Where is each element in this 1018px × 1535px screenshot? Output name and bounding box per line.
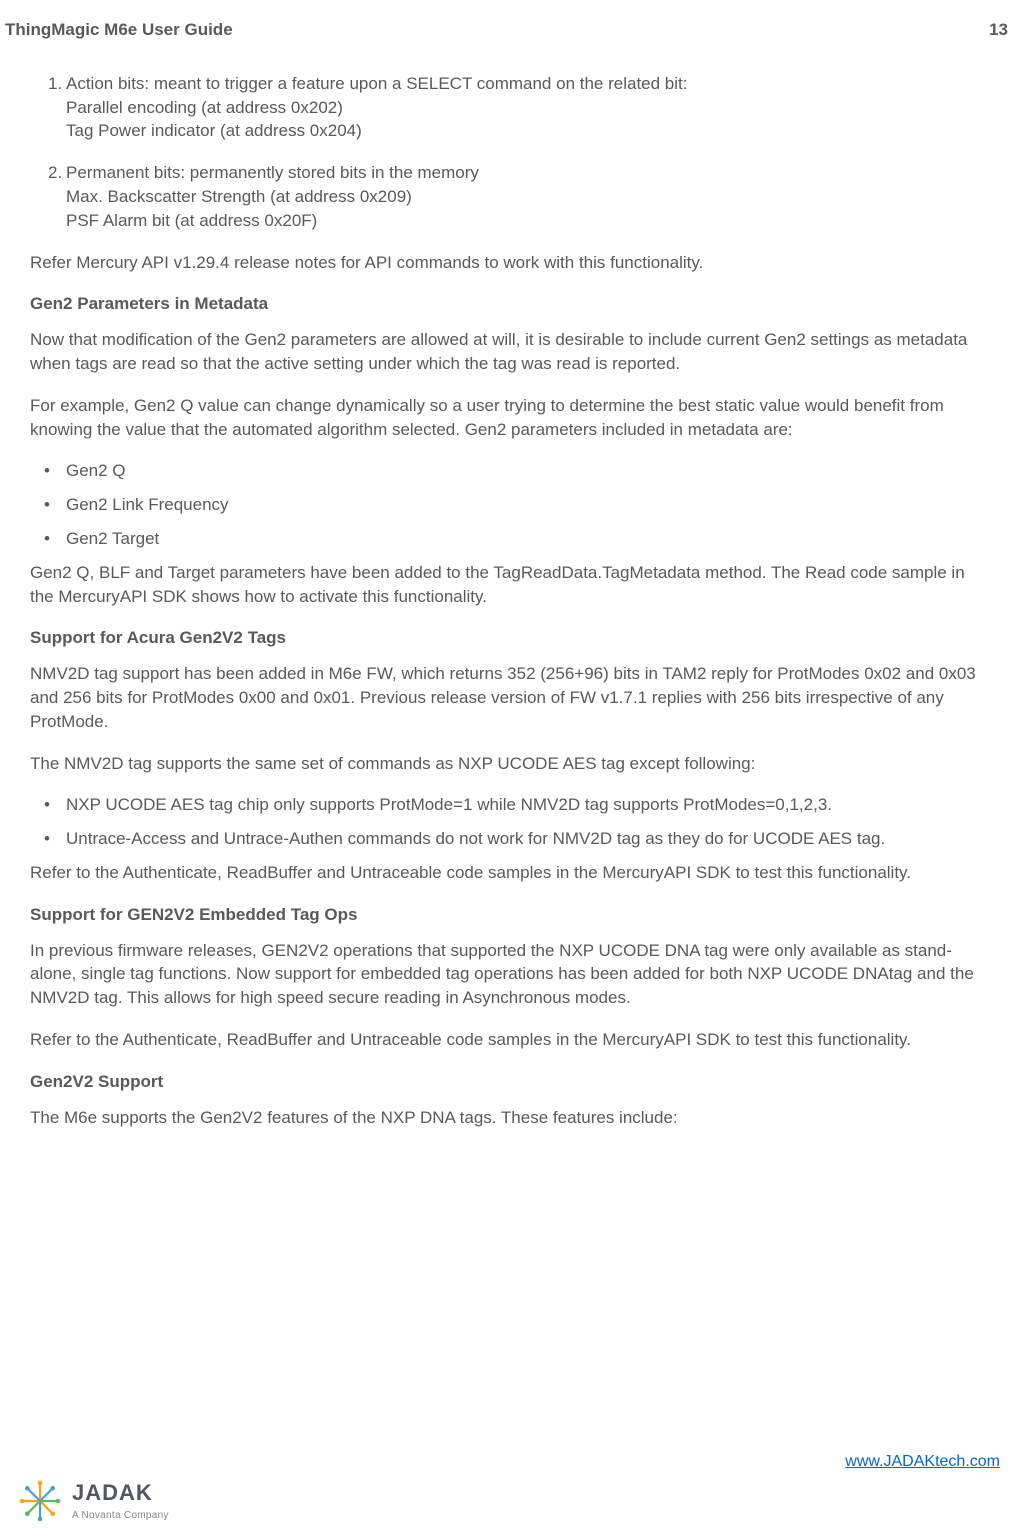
paragraph: The M6e supports the Gen2V2 features of … [30, 1106, 988, 1130]
logo-tagline: A Novanta Company [72, 1509, 169, 1523]
bullet-list-nmv: • NXP UCODE AES tag chip only supports P… [30, 793, 988, 851]
paragraph: In previous firmware releases, GEN2V2 op… [30, 939, 988, 1010]
jadak-logo-icon [18, 1479, 62, 1523]
list-item: • Gen2 Q [30, 459, 988, 483]
paragraph: Now that modification of the Gen2 parame… [30, 328, 988, 376]
heading-gen2v2-support: Gen2V2 Support [30, 1070, 988, 1094]
bullet-marker: • [30, 459, 66, 483]
paragraph: The NMV2D tag supports the same set of c… [30, 752, 988, 776]
paragraph: Gen2 Q, BLF and Target parameters have b… [30, 561, 988, 609]
item-line: Action bits: meant to trigger a feature … [66, 72, 988, 96]
page-number: 13 [989, 18, 1008, 42]
footer-website-link[interactable]: www.JADAKtech.com [845, 1451, 1000, 1523]
list-item: • Untrace-Access and Untrace-Authen comm… [30, 827, 988, 851]
item-line: Parallel encoding (at address 0x202) [66, 96, 988, 120]
item-line: Max. Backscatter Strength (at address 0x… [66, 185, 988, 209]
item-number: 1. [30, 72, 66, 143]
item-line: PSF Alarm bit (at address 0x20F) [66, 209, 988, 233]
bullet-marker: • [30, 527, 66, 551]
paragraph: Refer Mercury API v1.29.4 release notes … [30, 251, 988, 275]
item-line: Permanent bits: permanently stored bits … [66, 161, 988, 185]
list-item: • Gen2 Link Frequency [30, 493, 988, 517]
list-item: • NXP UCODE AES tag chip only supports P… [30, 793, 988, 817]
bullet-marker: • [30, 793, 66, 817]
item-line: Tag Power indicator (at address 0x204) [66, 119, 988, 143]
footer-logo: JADAK A Novanta Company [18, 1478, 169, 1523]
list-item-2: 2. Permanent bits: permanently stored bi… [30, 161, 988, 232]
logo-name: JADAK [72, 1478, 169, 1509]
bullet-marker: • [30, 827, 66, 851]
bullet-text: Gen2 Q [66, 459, 988, 483]
list-item: • Gen2 Target [30, 527, 988, 551]
heading-gen2-metadata: Gen2 Parameters in Metadata [30, 292, 988, 316]
bullet-text: NXP UCODE AES tag chip only supports Pro… [66, 793, 988, 817]
doc-title: ThingMagic M6e User Guide [5, 18, 233, 42]
item-number: 2. [30, 161, 66, 232]
bullet-marker: • [30, 493, 66, 517]
heading-acura: Support for Acura Gen2V2 Tags [30, 626, 988, 650]
paragraph: Refer to the Authenticate, ReadBuffer an… [30, 1028, 988, 1052]
bullet-text: Gen2 Target [66, 527, 988, 551]
paragraph: NMV2D tag support has been added in M6e … [30, 662, 988, 733]
bullet-text: Gen2 Link Frequency [66, 493, 988, 517]
heading-embedded: Support for GEN2V2 Embedded Tag Ops [30, 903, 988, 927]
list-item-1: 1. Action bits: meant to trigger a featu… [30, 72, 988, 143]
bullet-list-metadata: • Gen2 Q • Gen2 Link Frequency • Gen2 Ta… [30, 459, 988, 550]
paragraph: For example, Gen2 Q value can change dyn… [30, 394, 988, 442]
bullet-text: Untrace-Access and Untrace-Authen comman… [66, 827, 988, 851]
paragraph: Refer to the Authenticate, ReadBuffer an… [30, 861, 988, 885]
